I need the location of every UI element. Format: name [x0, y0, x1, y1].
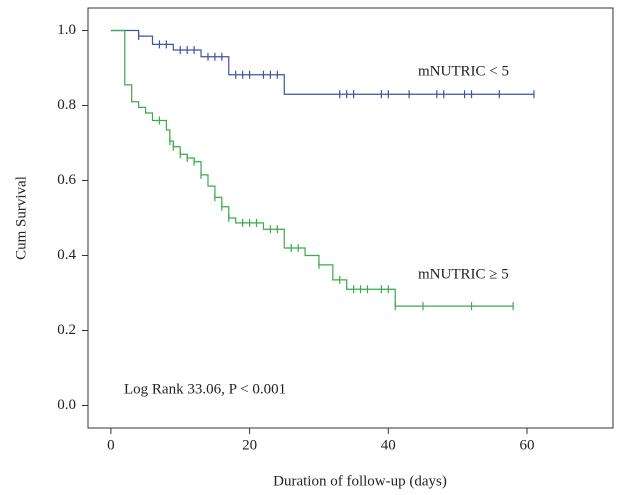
series-label: mNUTRIC ≥ 5 [418, 266, 509, 282]
x-tick-label: 40 [381, 437, 396, 453]
y-tick-label: 0.8 [57, 97, 76, 113]
x-tick-label: 20 [242, 437, 257, 453]
series-label: mNUTRIC < 5 [418, 63, 509, 79]
plot-frame [87, 7, 614, 429]
x-axis-label: Duration of follow-up (days) [273, 473, 447, 489]
x-tick-label: 60 [520, 437, 535, 453]
y-tick-label: 0.2 [57, 322, 76, 338]
y-tick-label: 1.0 [57, 22, 76, 38]
survival-curve [110, 29, 514, 307]
x-tick-label: 0 [107, 437, 115, 453]
survival-curve [110, 29, 534, 95]
annotation: Log Rank 33.06, P < 0.001 [124, 381, 286, 397]
y-axis-label: Cum Survival [13, 176, 29, 260]
y-tick-label: 0.6 [57, 172, 76, 188]
y-tick-label: 0.0 [57, 397, 76, 413]
y-tick-label: 0.4 [57, 247, 76, 263]
